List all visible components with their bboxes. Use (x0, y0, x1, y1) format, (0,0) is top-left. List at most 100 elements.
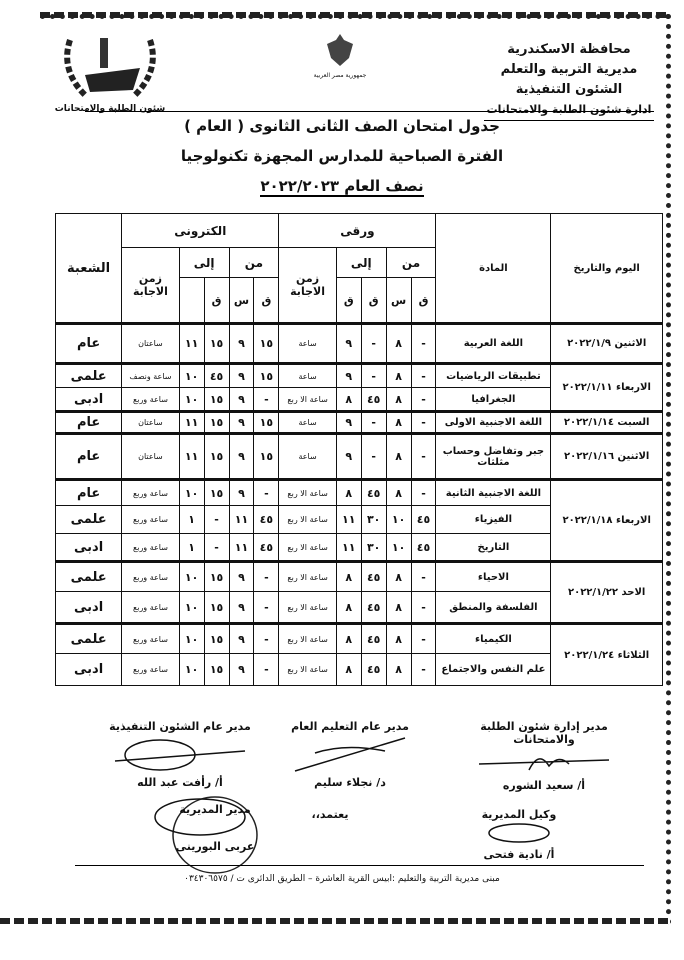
exam-subject: الاحياء (435, 560, 552, 592)
table-row: الاربعاء ٢٠٢٢/١/١١ تطبيقات الرياضيات -٨-٩ س… (54, 362, 663, 412)
electronic-duration: ساعة وربع (121, 533, 180, 562)
exam-branch: ادبى (54, 653, 123, 686)
electronic-time-cell: ١٥ (253, 362, 280, 388)
header-hour: س (228, 277, 255, 324)
exam-date: الاثنين ٢٠٢٢/١/١٦ (550, 432, 663, 480)
paper-time-cell: ٩ (335, 322, 362, 364)
electronic-time-cell: ١٥ (253, 322, 280, 364)
exam-date: السبت ٢٠٢٢/١/١٤ (550, 410, 663, 434)
paper-time-cell: - (410, 322, 437, 364)
electronic-time-cell: ١٥ (203, 432, 230, 480)
electronic-duration: ساعة وربع (121, 478, 180, 506)
paper-time-cell: ٤٥ (360, 478, 387, 506)
header-hour: س (385, 277, 412, 324)
electronic-time-cell: ١١ (178, 410, 205, 434)
document-title: جدول امتحان الصف الثانى الثانوى ( العام … (184, 117, 500, 135)
paper-time-cell: ٨ (385, 560, 412, 592)
electronic-time-cell: ١١ (228, 533, 255, 562)
paper-duration: ساعة (278, 410, 337, 434)
paper-time-cell: ٨ (335, 387, 362, 412)
header-minute: ق (203, 277, 230, 324)
signature-block-student-affairs: مدير إدارة شئون الطلبة والامتحانات أ/ سع… (449, 720, 639, 792)
table-row: علم النفس والاجتماع -٨ ٤٥ ٨ ساعة الا ربع -٩ ١٥… (54, 653, 663, 686)
exam-branch: ادبى (54, 387, 123, 412)
paper-time-cell: ٤٥ (360, 653, 387, 686)
handwritten-signature (294, 737, 406, 772)
department-logo: شئون الطلبة والامتحانات (50, 30, 170, 114)
header-paper: ورقى (278, 213, 437, 248)
exam-branch: ادبى (54, 533, 123, 562)
paper-time-cell: ١١ (335, 505, 362, 534)
paper-time-cell: ٨ (385, 432, 412, 480)
footer-address: مبنى مديرية التربية والتعليم :ابيس القري… (184, 874, 500, 884)
paper-duration: ساعة الا ربع (278, 653, 337, 686)
exam-subject: اللغة الاجنبية الثانية (435, 478, 552, 506)
signer-name: أ/ سعيد الشوره (502, 779, 586, 792)
electronic-time-cell: ١٠ (178, 622, 205, 654)
signer-title: مدير عام الشئون التنفيذية (109, 720, 251, 733)
signature-block-executive-affairs: مدير عام الشئون التنفيذية أ/ رأفت عبد ال… (95, 720, 265, 789)
electronic-duration: ساعة وربع (121, 560, 180, 592)
paper-time-cell: - (410, 560, 437, 592)
electronic-duration: ساعة ونصف (121, 362, 180, 388)
paper-time-cell: ٤٥ (360, 560, 387, 592)
electronic-time-cell: ١٠ (178, 478, 205, 506)
electronic-time-cell: ١٠ (178, 591, 205, 624)
document-subtitle: الفترة الصباحية للمدارس المجهزة تكنولوجي… (180, 147, 504, 165)
electronic-duration: ساعتان (121, 432, 180, 480)
electronic-time-cell: ١١ (178, 432, 205, 480)
electronic-time-cell: ١٠ (178, 653, 205, 686)
header-minute: ق (360, 277, 387, 324)
exam-branch: ادبى (54, 591, 123, 624)
table-row: السبت ٢٠٢٢/١/١٤ اللغة الاجنبية الاولى -٨-٩… (54, 410, 663, 434)
electronic-time-cell: ٩ (228, 322, 255, 364)
header-paper-from: من (385, 247, 437, 278)
electronic-time-cell: ٩ (228, 560, 255, 592)
emblem-caption: جمهورية مصر العربية (313, 72, 367, 79)
logo-caption: شئون الطلبة والامتحانات (54, 104, 166, 114)
header-date: اليوم والتاريخ (550, 213, 663, 324)
electronic-time-cell: ٤٥ (253, 505, 280, 534)
paper-time-cell: ٨ (335, 653, 362, 686)
organization-header: محافظة الاسكندرية مديرية التربية والتعلم… (484, 40, 654, 121)
paper-time-cell: ٨ (385, 410, 412, 434)
electronic-time-cell: - (203, 505, 230, 534)
electronic-time-cell: ٩ (228, 387, 255, 412)
paper-duration: ساعة الا ربع (278, 560, 337, 592)
paper-time-cell: ٨ (385, 653, 412, 686)
signer-title: مدير إدارة شئون الطلبة والامتحانات (480, 720, 608, 746)
paper-duration: ساعة الا ربع (278, 387, 337, 412)
electronic-duration: ساعة وربع (121, 387, 180, 412)
exam-subject: اللغة العربية (435, 322, 552, 364)
exam-branch: عام (54, 432, 123, 480)
paper-duration: ساعة الا ربع (278, 622, 337, 654)
exam-subject: الكيمياء (435, 622, 552, 654)
header-branch: الشعبة (54, 213, 123, 324)
paper-time-cell: ٨ (335, 478, 362, 506)
department-name: ادارة شئون الطلبة والامتحانات (484, 100, 654, 121)
table-row: الاثنين ٢٠٢٢/١/٩ اللغة العربية -٨-٩ ساعة ١٥ ٩… (54, 322, 663, 364)
electronic-time-cell: - (253, 591, 280, 624)
eagle-emblem-icon (327, 34, 353, 66)
paper-duration: ساعة الا ربع (278, 533, 337, 562)
paper-time-cell: ١٠ (385, 533, 412, 562)
signer-title: وكيل المديرية (481, 808, 557, 821)
electronic-duration: ساعة وربع (121, 505, 180, 534)
header-electronic: الكترونى (121, 213, 280, 248)
electronic-time-cell: ١٠ (178, 387, 205, 412)
official-stamp-icon (154, 796, 258, 874)
paper-time-cell: ٤٥ (360, 591, 387, 624)
stamp-title: مدير المديرية (179, 803, 251, 816)
paper-time-cell: - (410, 591, 437, 624)
header-empty (178, 277, 205, 324)
exam-subject: اللغة الاجنبية الاولى (435, 410, 552, 434)
exam-date: الاربعاء ٢٠٢٢/١/١١ (550, 362, 663, 412)
electronic-time-cell: ١٥ (253, 432, 280, 480)
exam-date: الاربعاء ٢٠٢٢/١/١٨ (550, 478, 663, 562)
paper-time-cell: ٤٥ (360, 622, 387, 654)
paper-time-cell: ٨ (385, 478, 412, 506)
signer-name: أ/ نادية فتحى (483, 848, 555, 861)
electronic-time-cell: ١٥ (203, 560, 230, 592)
electronic-time-cell: - (253, 622, 280, 654)
table-row: الثلاثاء ٢٠٢٢/١/٢٤ الكيمياء -٨ ٤٥ ٨ ساعة الا … (54, 622, 663, 686)
